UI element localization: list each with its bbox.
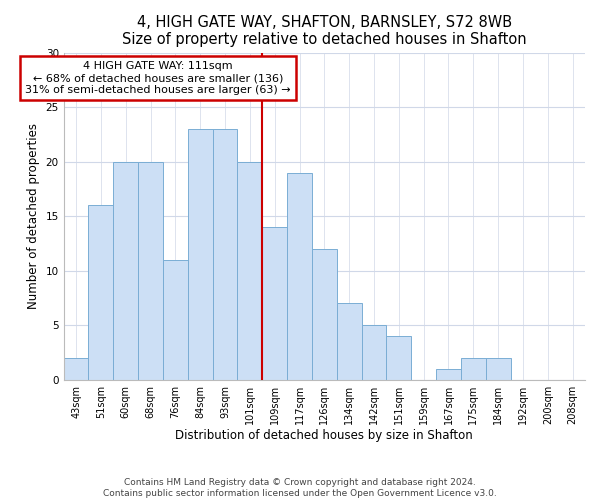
Bar bbox=[436, 369, 461, 380]
Bar bbox=[337, 304, 362, 380]
Title: 4, HIGH GATE WAY, SHAFTON, BARNSLEY, S72 8WB
Size of property relative to detach: 4, HIGH GATE WAY, SHAFTON, BARNSLEY, S72… bbox=[122, 15, 527, 48]
Bar bbox=[188, 129, 212, 380]
Bar bbox=[485, 358, 511, 380]
Y-axis label: Number of detached properties: Number of detached properties bbox=[27, 123, 40, 309]
Bar bbox=[362, 325, 386, 380]
Bar bbox=[287, 172, 312, 380]
Bar bbox=[88, 206, 113, 380]
Text: 4 HIGH GATE WAY: 111sqm
← 68% of detached houses are smaller (136)
31% of semi-d: 4 HIGH GATE WAY: 111sqm ← 68% of detache… bbox=[25, 62, 291, 94]
Bar bbox=[212, 129, 238, 380]
Bar bbox=[238, 162, 262, 380]
Bar bbox=[113, 162, 138, 380]
Bar bbox=[461, 358, 485, 380]
Bar bbox=[163, 260, 188, 380]
Bar bbox=[64, 358, 88, 380]
Bar bbox=[312, 249, 337, 380]
Bar bbox=[386, 336, 411, 380]
Bar bbox=[138, 162, 163, 380]
Text: Contains HM Land Registry data © Crown copyright and database right 2024.
Contai: Contains HM Land Registry data © Crown c… bbox=[103, 478, 497, 498]
X-axis label: Distribution of detached houses by size in Shafton: Distribution of detached houses by size … bbox=[175, 430, 473, 442]
Bar bbox=[262, 227, 287, 380]
